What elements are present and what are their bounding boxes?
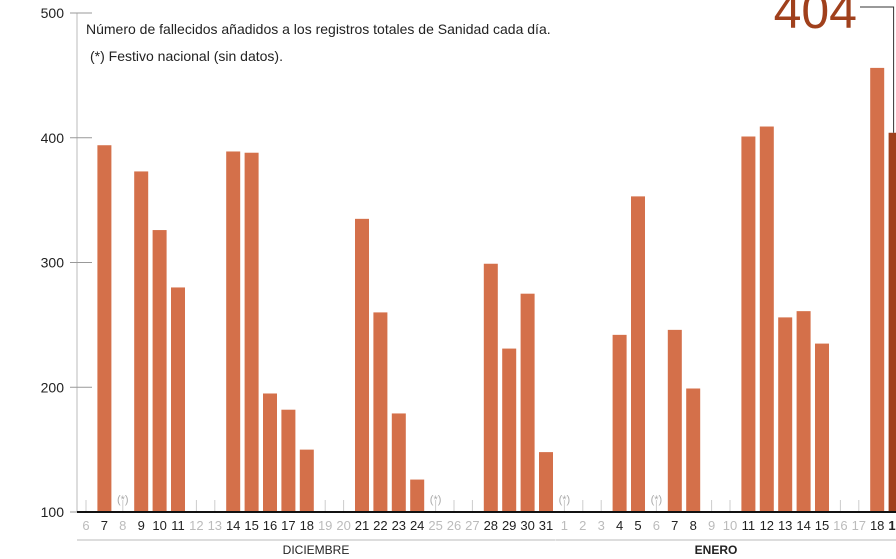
x-tick-label: 16	[833, 518, 847, 533]
bar	[796, 311, 811, 512]
x-tick-label: 5	[634, 518, 641, 533]
y-tick-label: 100	[41, 504, 65, 520]
bar	[778, 317, 793, 512]
bar	[759, 126, 774, 513]
x-tick-label: 4	[616, 518, 623, 533]
bar	[686, 388, 701, 512]
x-tick-label: 21	[355, 518, 369, 533]
bar	[373, 312, 388, 512]
x-tick-label: 14	[796, 518, 810, 533]
bar	[888, 132, 896, 512]
bar	[97, 145, 112, 513]
bar	[741, 136, 756, 512]
x-tick-label: 25	[428, 518, 442, 533]
group-label: ENERO	[695, 543, 738, 557]
x-tick-label: 7	[101, 518, 108, 533]
bar	[171, 287, 185, 512]
x-tick-label: 9	[708, 518, 715, 533]
x-tick-label: 23	[392, 518, 406, 533]
y-tick-label: 200	[41, 379, 65, 395]
y-tick-label: 400	[41, 130, 65, 146]
bar	[391, 413, 406, 512]
bar	[612, 334, 627, 512]
x-tick-label: 1	[561, 518, 568, 533]
x-tick-label: 9	[138, 518, 145, 533]
bar	[870, 67, 885, 512]
bar	[134, 171, 149, 512]
x-tick-label: 11	[742, 518, 756, 533]
x-tick-label: 20	[336, 518, 350, 533]
x-tick-label: 6	[82, 518, 89, 533]
chart-subtitle: (*) Festivo nacional (sin datos).	[90, 48, 283, 64]
annotation-line	[860, 6, 895, 133]
x-tick-label: 13	[778, 518, 792, 533]
x-tick-label: 16	[263, 518, 277, 533]
value-label: (*)	[117, 494, 129, 506]
x-tick-label: 17	[281, 518, 295, 533]
x-tick-label: 24	[410, 518, 424, 533]
bar	[152, 230, 167, 512]
x-tick-label: 12	[760, 518, 774, 533]
y-tick-label: 500	[41, 5, 65, 21]
x-tick-label: 15	[244, 518, 258, 533]
x-tick-label: 19	[888, 518, 896, 533]
x-tick-label: 31	[539, 518, 553, 533]
x-tick-label: 2	[579, 518, 586, 533]
x-tick-label: 17	[852, 518, 866, 533]
bar	[815, 343, 829, 512]
x-tick-label: 18	[300, 518, 314, 533]
bar	[520, 293, 535, 512]
bar	[281, 409, 296, 512]
bar	[263, 393, 277, 512]
bar	[483, 263, 498, 512]
value-label: 404	[774, 0, 857, 39]
bar	[244, 152, 259, 512]
value-label: (*)	[559, 494, 571, 506]
group-label: DICIEMBRE	[283, 543, 350, 557]
bar	[226, 151, 241, 512]
x-tick-label: 10	[723, 518, 737, 533]
x-tick-label: 10	[152, 518, 166, 533]
x-tick-label: 22	[373, 518, 387, 533]
x-tick-label: 27	[465, 518, 479, 533]
bar	[631, 196, 645, 512]
y-tick-label: 300	[41, 255, 65, 271]
chart-title: Número de fallecidos añadidos a los regi…	[86, 21, 551, 37]
x-tick-label: 29	[502, 518, 516, 533]
x-tick-label: 13	[208, 518, 222, 533]
x-tick-label: 6	[653, 518, 660, 533]
x-tick-label: 14	[226, 518, 240, 533]
x-tick-label: 19	[318, 518, 332, 533]
x-tick-label: 11	[171, 518, 185, 533]
x-tick-label: 28	[484, 518, 498, 533]
bar	[502, 348, 517, 512]
x-tick-label: 26	[447, 518, 461, 533]
x-tick-label: 8	[119, 518, 126, 533]
x-tick-label: 18	[870, 518, 884, 533]
x-tick-label: 8	[690, 518, 697, 533]
value-label: (*)	[430, 494, 442, 506]
x-tick-label: 12	[189, 518, 203, 533]
bar	[355, 218, 369, 512]
x-tick-label: 30	[520, 518, 534, 533]
bar	[539, 452, 553, 512]
bar	[667, 329, 682, 512]
bar	[410, 479, 425, 512]
x-tick-label: 15	[815, 518, 829, 533]
bar	[299, 449, 314, 512]
value-label: (*)	[651, 494, 663, 506]
x-tick-label: 3	[598, 518, 605, 533]
x-tick-label: 7	[671, 518, 678, 533]
